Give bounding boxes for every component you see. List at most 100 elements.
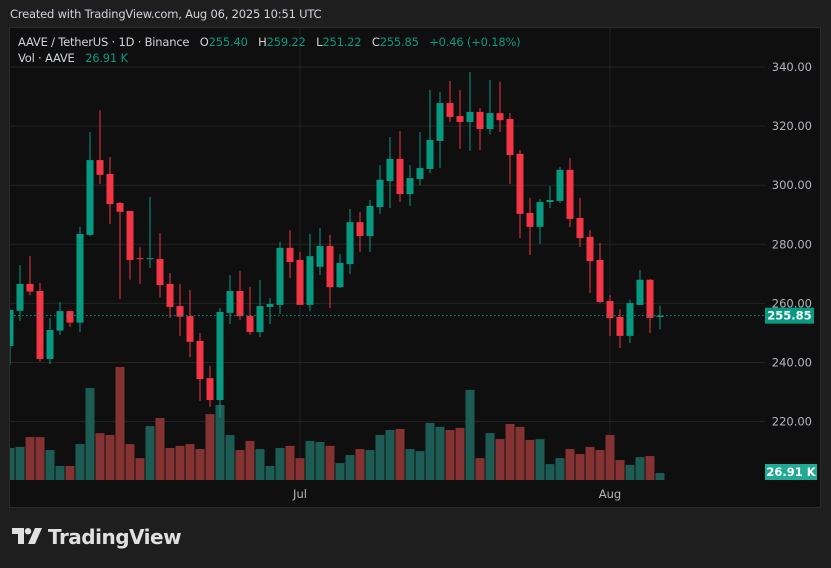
candle-body — [46, 329, 54, 359]
volume-bar — [125, 444, 135, 480]
candle-body — [466, 111, 474, 122]
volume-bar — [395, 428, 405, 480]
volume-bar — [195, 449, 205, 480]
y-tick-label: 280.00 — [772, 237, 812, 251]
volume-bar — [215, 405, 225, 480]
candle-body — [186, 316, 194, 342]
volume-bar — [465, 389, 475, 480]
volume-bar — [105, 434, 115, 480]
candle-body — [426, 139, 434, 169]
volume-bar — [285, 445, 295, 480]
volume-bar — [545, 464, 555, 480]
volume-bar — [115, 366, 125, 480]
volume-bar — [575, 453, 585, 480]
close-value: 255.85 — [379, 35, 419, 49]
volume-bar — [135, 458, 145, 480]
candle-body — [356, 222, 364, 237]
volume-bars — [10, 366, 665, 480]
volume-bar — [605, 434, 615, 480]
last-volume-label: 26.91 K — [766, 465, 816, 479]
volume-bar — [275, 447, 285, 480]
volume-bar — [295, 458, 305, 480]
last-volume-badge: 26.91 K — [765, 464, 817, 480]
symbol-label[interactable]: AAVE / TetherUS · 1D · Binance — [18, 35, 190, 49]
high-value: 259.22 — [266, 35, 306, 49]
candle-body — [566, 169, 574, 219]
volume-bar — [165, 447, 175, 480]
candle-body — [236, 290, 244, 317]
y-tick-label: 220.00 — [772, 415, 812, 429]
y-tick-label: 340.00 — [772, 60, 812, 74]
candle-body — [176, 306, 184, 317]
y-tick-label: 320.00 — [772, 119, 812, 133]
candle-body — [216, 311, 224, 401]
candle-body — [96, 160, 104, 175]
volume-bar — [45, 450, 55, 480]
candle-body — [296, 259, 304, 305]
volume-bar — [425, 422, 435, 480]
candle-body — [10, 309, 14, 346]
volume-bar — [655, 472, 665, 480]
candle-body — [156, 259, 164, 286]
volume-bar — [645, 456, 655, 480]
volume-bar — [255, 449, 265, 480]
volume-bar — [565, 449, 575, 480]
candle-body — [116, 202, 124, 212]
candle-body — [636, 279, 644, 305]
candle-body — [626, 303, 634, 336]
volume-bar — [25, 437, 35, 480]
y-tick-label: 260.00 — [772, 296, 812, 310]
volume-bar — [625, 464, 635, 480]
candle-body — [86, 160, 94, 235]
candle-body — [316, 246, 324, 267]
last-price-badge: 255.85 — [765, 307, 814, 324]
price-axis[interactable]: 340.00 320.00 300.00 280.00 260.00 240.00 220.… — [772, 60, 812, 429]
candle-body — [26, 283, 34, 292]
tradingview-logo[interactable]: TradingView — [12, 525, 182, 549]
candle-body — [146, 258, 154, 260]
volume-bar — [475, 458, 485, 480]
low-value: 251.22 — [322, 35, 362, 49]
candle-body — [496, 113, 504, 121]
candle-body — [446, 103, 454, 117]
volume-bar — [585, 446, 595, 480]
volume-bar — [85, 388, 95, 480]
x-tick-label: Jul — [292, 487, 307, 501]
volume-bar — [415, 451, 425, 480]
volume-bar — [635, 457, 645, 480]
time-axis[interactable]: Jul Aug — [292, 487, 621, 501]
candle-body — [306, 256, 314, 305]
volume-bar — [75, 444, 85, 480]
candle-body — [516, 153, 524, 214]
candle-body — [386, 158, 394, 182]
tradingview-logo-text: TradingView — [48, 525, 182, 549]
chart-frame[interactable] — [9, 27, 821, 508]
candle-body — [346, 222, 354, 265]
candle-body — [66, 311, 74, 323]
candle-body — [456, 116, 464, 122]
created-with-caption: Created with TradingView.com, Aug 06, 20… — [10, 7, 322, 21]
candle-body — [436, 103, 444, 141]
volume-label[interactable]: Vol · AAVE — [18, 51, 75, 65]
volume-bar — [145, 426, 155, 480]
candle-body — [546, 199, 554, 203]
volume-bar — [495, 439, 505, 480]
candle-body — [366, 205, 374, 237]
candle-body — [656, 315, 664, 317]
volume-bar — [35, 437, 45, 480]
candle-body — [556, 169, 564, 201]
candle-body — [166, 283, 174, 307]
volume-bar — [155, 418, 165, 480]
tradingview-logo-icon — [12, 528, 42, 544]
volume-bar — [405, 449, 415, 480]
candle-body — [536, 202, 544, 227]
candle-body — [266, 303, 274, 307]
legend-volume: Vol · AAVE 26.91 K — [18, 51, 128, 65]
candle-body — [576, 218, 584, 239]
volume-bar — [455, 427, 465, 480]
candle-body — [36, 290, 44, 359]
high-label: H — [258, 35, 267, 49]
candle-body — [276, 247, 284, 305]
y-tick-label: 240.00 — [772, 356, 812, 370]
